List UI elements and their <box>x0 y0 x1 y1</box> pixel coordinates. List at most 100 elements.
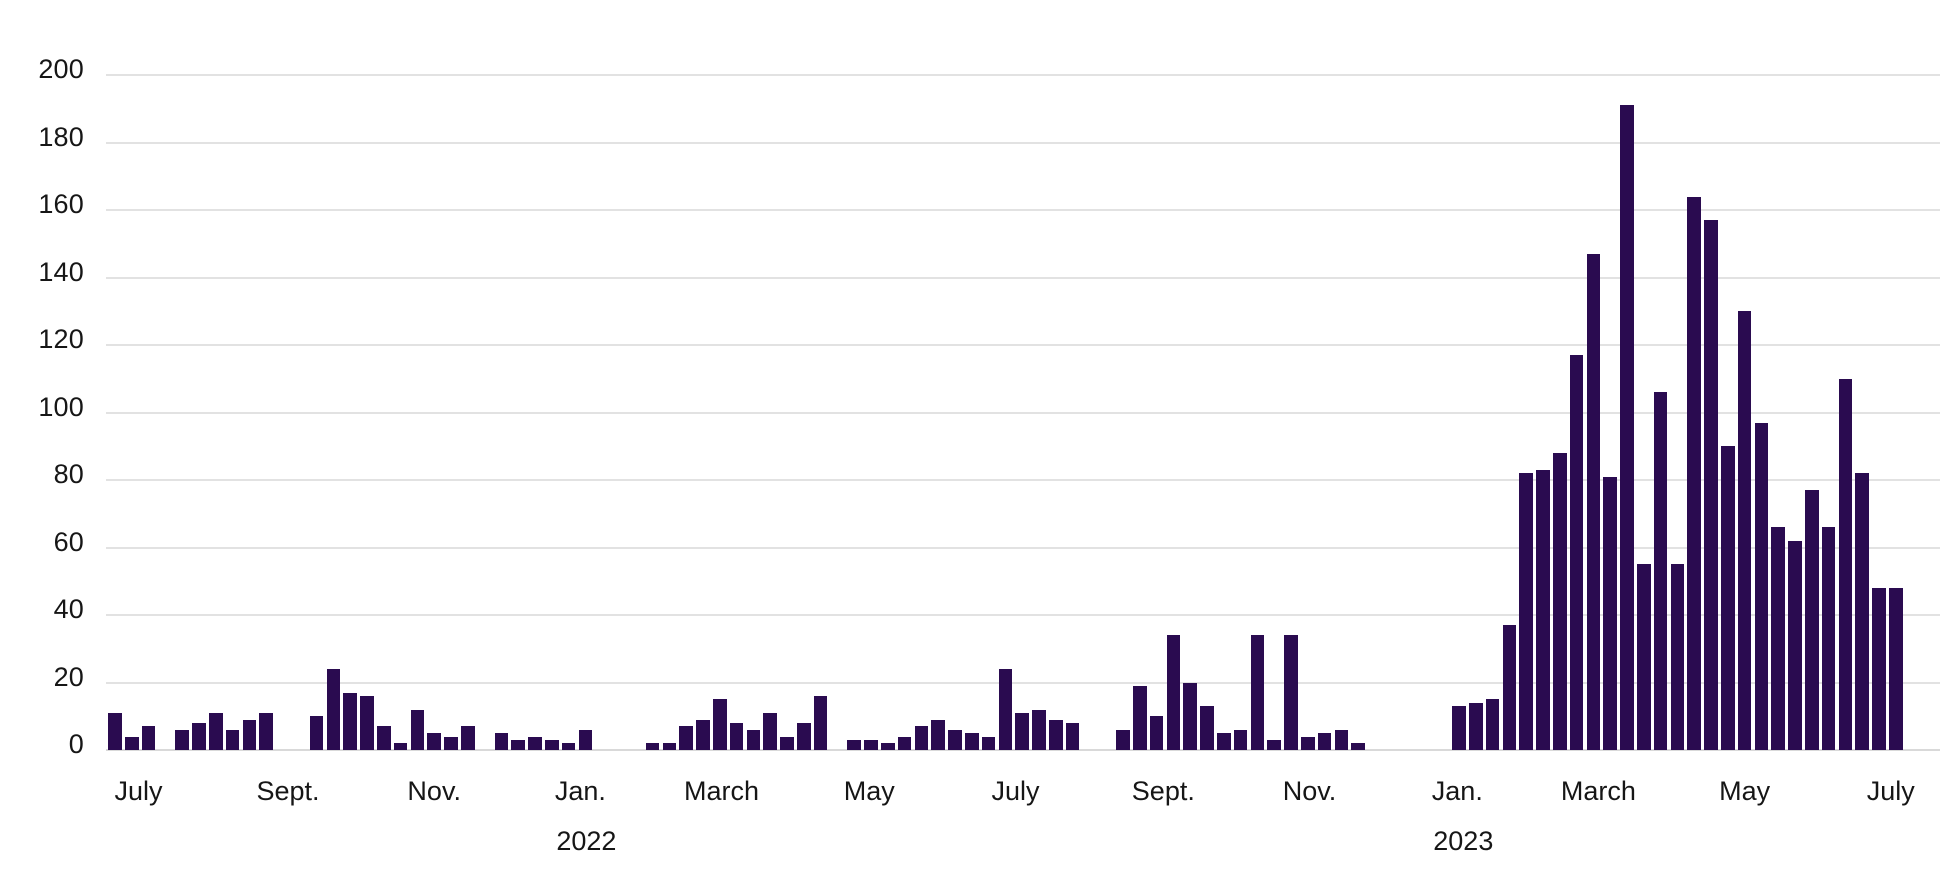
y-axis-label-60: 60 <box>53 526 84 557</box>
bar-week-48 <box>914 726 929 750</box>
bar-week-86 <box>1553 453 1567 750</box>
gridline-180 <box>106 141 1940 144</box>
bar-week-57 <box>1065 723 1080 750</box>
bar-week-91 <box>1637 564 1651 750</box>
bar-week-28 <box>578 729 593 750</box>
bar-week-19 <box>427 733 441 750</box>
bar-week-12 <box>309 716 324 750</box>
bar-week-81 <box>1469 702 1483 750</box>
bar-week-37 <box>729 723 744 750</box>
bar-week-71 <box>1301 736 1315 750</box>
bar-week-53 <box>998 669 1013 750</box>
bar-week-68 <box>1250 635 1265 750</box>
bar-week-41 <box>797 723 811 750</box>
y-axis-label-100: 100 <box>38 391 84 422</box>
bar-week-35 <box>696 719 710 750</box>
bar-week-8 <box>242 719 257 750</box>
x-axis-year-label-2023: 2023 <box>1433 826 1494 856</box>
bar-week-1 <box>125 736 139 750</box>
bar-week-82 <box>1485 699 1500 750</box>
bar-week-4 <box>175 729 189 750</box>
bar-week-64 <box>1183 682 1197 750</box>
bar-week-88 <box>1586 253 1601 750</box>
gridline-160 <box>106 209 1940 211</box>
x-axis-month-label-1: Sept. <box>256 776 320 806</box>
bar-week-25 <box>528 736 542 750</box>
bar-week-5 <box>192 723 206 750</box>
y-axis-label-0: 0 <box>68 729 84 759</box>
bar-week-80 <box>1452 706 1466 750</box>
bar-week-23 <box>494 733 509 750</box>
bar-week-2 <box>141 726 156 750</box>
bar-week-98 <box>1754 422 1769 750</box>
bar-week-17 <box>393 743 408 750</box>
x-axis-month-label-8: Nov. <box>1282 776 1337 806</box>
bar-week-102 <box>1821 527 1836 750</box>
bar-week-67 <box>1233 729 1248 750</box>
gridline-100 <box>106 411 1940 414</box>
x-axis-year-label-2022: 2022 <box>556 826 617 856</box>
bar-week-34 <box>679 726 693 750</box>
bar-week-45 <box>864 739 878 750</box>
x-axis-month-label-5: May <box>843 776 895 806</box>
bar-week-103 <box>1838 378 1853 750</box>
bar-week-106 <box>1889 588 1903 750</box>
x-axis-month-label-6: July <box>991 776 1040 806</box>
bar-week-33 <box>662 743 677 750</box>
bar-week-24 <box>511 739 525 750</box>
bar-week-9 <box>259 712 273 750</box>
bar-week-46 <box>881 743 895 750</box>
bar-week-56 <box>1049 719 1063 750</box>
x-axis-month-label-9: Jan. <box>1431 776 1483 806</box>
bar-week-27 <box>561 743 576 750</box>
gridline-200 <box>106 74 1940 76</box>
y-axis-label-120: 120 <box>38 324 84 354</box>
x-axis-month-label-10: March <box>1560 776 1636 806</box>
bar-week-69 <box>1267 739 1281 750</box>
bar-week-55 <box>1032 709 1046 750</box>
gridline-120 <box>106 344 1940 346</box>
bar-week-100 <box>1788 540 1802 750</box>
gridline-140 <box>106 276 1940 279</box>
x-axis-month-label-7: Sept. <box>1131 776 1195 806</box>
bar-week-13 <box>326 669 341 750</box>
y-axis-label-140: 140 <box>38 256 84 287</box>
x-axis-month-label-2: Nov. <box>407 776 461 806</box>
gridline-40 <box>106 614 1940 616</box>
bar-week-32 <box>645 743 660 750</box>
bar-week-97 <box>1737 311 1752 750</box>
bar-week-93 <box>1670 564 1685 750</box>
bar-week-95 <box>1704 220 1718 750</box>
bar-week-70 <box>1284 635 1298 750</box>
bar-week-92 <box>1653 392 1668 750</box>
bar-week-26 <box>545 739 559 750</box>
bar-week-44 <box>847 739 861 750</box>
bar-week-47 <box>897 736 912 750</box>
x-axis-month-label-11: May <box>1719 776 1771 806</box>
bar-week-49 <box>931 719 945 750</box>
bar-week-7 <box>225 729 240 750</box>
bar-week-52 <box>981 736 996 750</box>
y-axis-label-180: 180 <box>38 121 84 152</box>
bar-week-101 <box>1805 490 1819 750</box>
bar-week-42 <box>813 696 828 750</box>
bar-week-54 <box>1015 712 1029 750</box>
bar-week-63 <box>1166 635 1181 750</box>
gridline-60 <box>106 546 1940 549</box>
bar-week-99 <box>1771 527 1785 750</box>
bar-week-87 <box>1569 355 1584 750</box>
bar-week-0 <box>108 712 122 750</box>
bar-week-83 <box>1502 625 1517 750</box>
y-axis-label-200: 200 <box>38 54 84 84</box>
bar-week-36 <box>713 699 727 750</box>
bar-week-74 <box>1351 743 1365 750</box>
bar-week-6 <box>209 712 223 750</box>
bar-week-16 <box>377 726 391 750</box>
bar-week-89 <box>1603 476 1617 750</box>
gridline-20 <box>106 681 1940 684</box>
bar-week-73 <box>1334 729 1349 750</box>
bar-week-40 <box>780 736 794 750</box>
bar-week-39 <box>763 712 777 750</box>
bar-week-60 <box>1116 729 1130 750</box>
gridline-80 <box>106 479 1940 481</box>
